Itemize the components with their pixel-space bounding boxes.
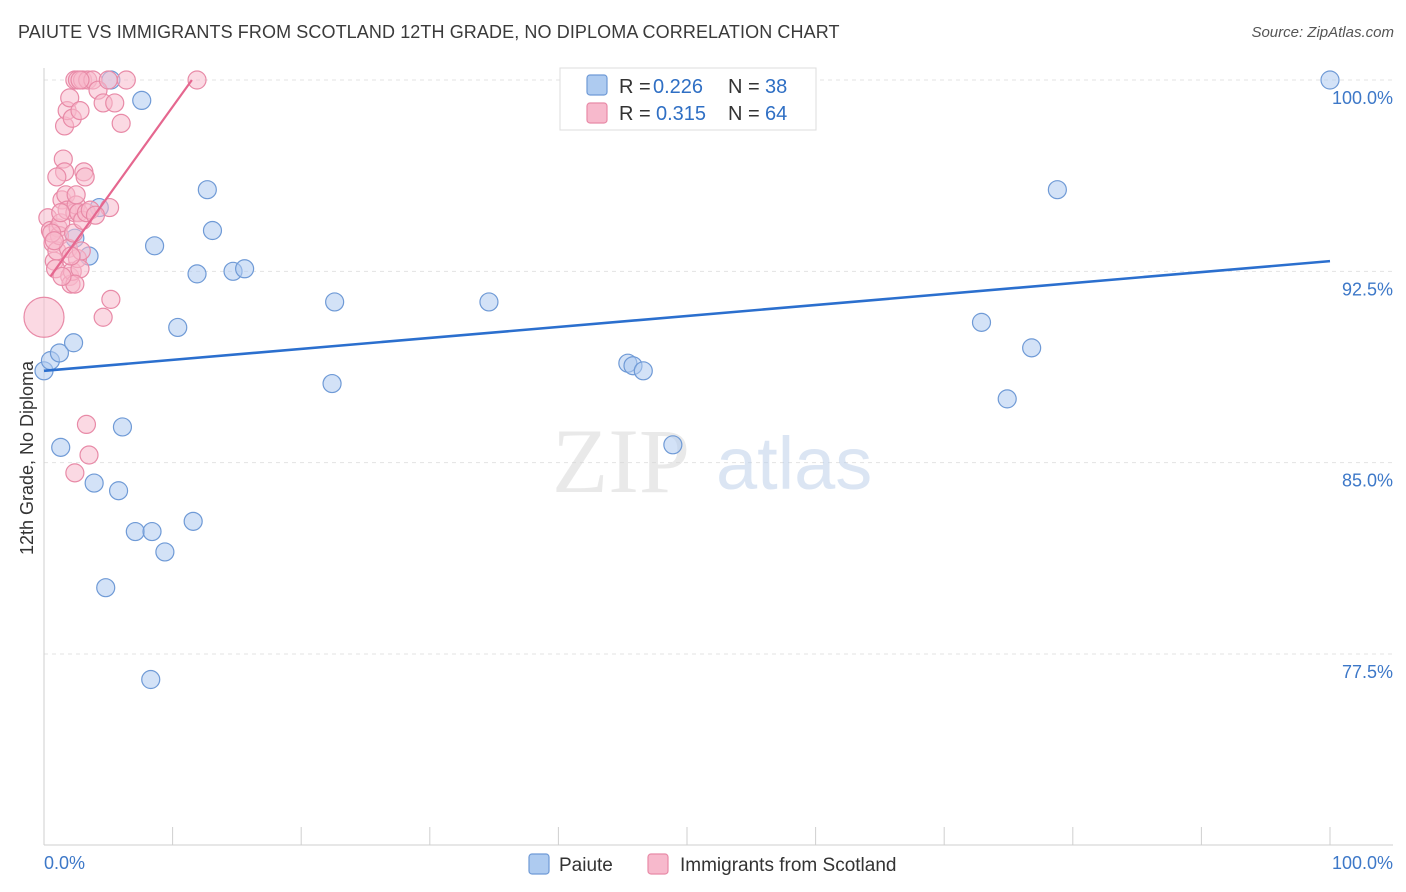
point-scotland-45	[116, 70, 136, 90]
x-tick-label-min: 0.0%	[44, 853, 85, 873]
source-credit: Source: ZipAtlas.com	[1251, 24, 1394, 41]
point-paiute-17	[84, 473, 104, 493]
point-scotland-44	[111, 113, 131, 133]
point-scotland-42	[98, 70, 118, 90]
point-scotland-62	[66, 185, 86, 205]
trend-line-paiute	[43, 259, 1331, 373]
point-scotland-49	[93, 307, 113, 327]
point-scotland-28	[75, 167, 95, 187]
axes	[43, 68, 1393, 846]
point-paiute-33	[971, 312, 992, 332]
y-tick-label-1: 92.5%	[1342, 279, 1393, 299]
grid-lines	[44, 79, 1393, 655]
stats-n-value-paiute: 38	[765, 76, 787, 98]
stats-n-value-scotland: 64	[765, 103, 787, 125]
stats-r-label-scotland: R =	[619, 103, 651, 125]
legend-swatch-scotland	[647, 853, 669, 875]
point-scotland-60	[44, 231, 64, 251]
point-scotland-32	[60, 88, 80, 108]
y-axis-title: 12th Grade, No Diploma	[17, 360, 37, 555]
y-tick-label-3: 77.5%	[1342, 662, 1393, 682]
point-paiute-3	[63, 333, 84, 353]
legend-label-paiute: Paiute	[559, 855, 613, 876]
point-paiute-22	[142, 521, 162, 542]
point-paiute-15	[235, 259, 255, 279]
point-scotland-43	[105, 93, 125, 113]
point-scotland-46	[187, 70, 207, 90]
watermark: ZIP atlas	[552, 410, 872, 512]
legend-swatch-paiute	[528, 853, 550, 875]
point-paiute-2	[49, 343, 70, 363]
point-paiute-9	[132, 90, 152, 111]
point-paiute-12	[202, 220, 223, 241]
series-scotland-points	[23, 70, 207, 483]
point-paiute-34	[997, 389, 1017, 409]
stats-legend: R = 0.226 N = 38 R = 0.315 N = 64	[559, 67, 817, 131]
point-scotland-54	[47, 167, 67, 187]
point-paiute-27	[322, 373, 342, 394]
point-paiute-11	[197, 180, 217, 200]
point-scotland-55	[51, 203, 71, 223]
watermark-atlas: atlas	[716, 422, 872, 505]
series-paiute-points	[34, 70, 1340, 690]
point-paiute-13	[187, 264, 207, 284]
point-paiute-37	[1320, 70, 1340, 90]
trend-lines	[43, 79, 1331, 373]
stats-legend-swatch-scotland	[586, 102, 608, 124]
series-legend: Paiute Immigrants from Scotland	[528, 853, 896, 876]
point-paiute-26	[325, 292, 345, 312]
point-paiute-31	[633, 361, 653, 381]
point-paiute-18	[112, 417, 133, 437]
y-tick-label-0: 100.0%	[1332, 88, 1393, 108]
point-paiute-24	[183, 511, 203, 531]
stats-r-value-scotland: 0.315	[656, 103, 706, 125]
point-scotland-50	[76, 414, 97, 434]
point-paiute-20	[108, 481, 129, 501]
stats-n-label-scotland: N =	[728, 103, 760, 125]
point-paiute-28	[479, 292, 499, 312]
point-paiute-35	[1022, 338, 1042, 358]
chart-title: PAIUTE VS IMMIGRANTS FROM SCOTLAND 12TH …	[18, 22, 840, 42]
y-tick-labels: 100.0% 92.5% 85.0% 77.5%	[1332, 88, 1393, 682]
point-paiute-16	[168, 317, 188, 338]
stats-legend-swatch-paiute	[586, 74, 608, 96]
point-paiute-25	[141, 669, 161, 690]
point-scotland-61	[52, 266, 72, 287]
point-scotland-58	[70, 70, 90, 90]
stats-n-label-paiute: N =	[728, 76, 760, 98]
point-scotland-0	[23, 296, 65, 338]
point-scotland-36	[70, 101, 90, 121]
watermark-zip: ZIP	[552, 410, 690, 512]
point-scotland-51	[79, 445, 99, 465]
legend-label-scotland: Immigrants from Scotland	[680, 855, 896, 876]
point-paiute-32	[663, 435, 683, 455]
trend-line-scotland	[49, 79, 193, 278]
y-tick-label-2: 85.0%	[1342, 471, 1393, 491]
point-scotland-48	[101, 289, 121, 309]
point-paiute-4	[51, 437, 71, 457]
stats-r-label-paiute: R =	[619, 76, 651, 98]
point-paiute-19	[96, 578, 116, 598]
stats-r-value-paiute: 0.226	[653, 76, 703, 98]
x-tick-label-max: 100.0%	[1332, 853, 1393, 873]
point-paiute-21	[125, 521, 145, 542]
point-paiute-23	[155, 542, 175, 562]
point-scotland-52	[65, 463, 85, 483]
point-paiute-10	[144, 236, 165, 256]
point-paiute-36	[1047, 180, 1067, 200]
